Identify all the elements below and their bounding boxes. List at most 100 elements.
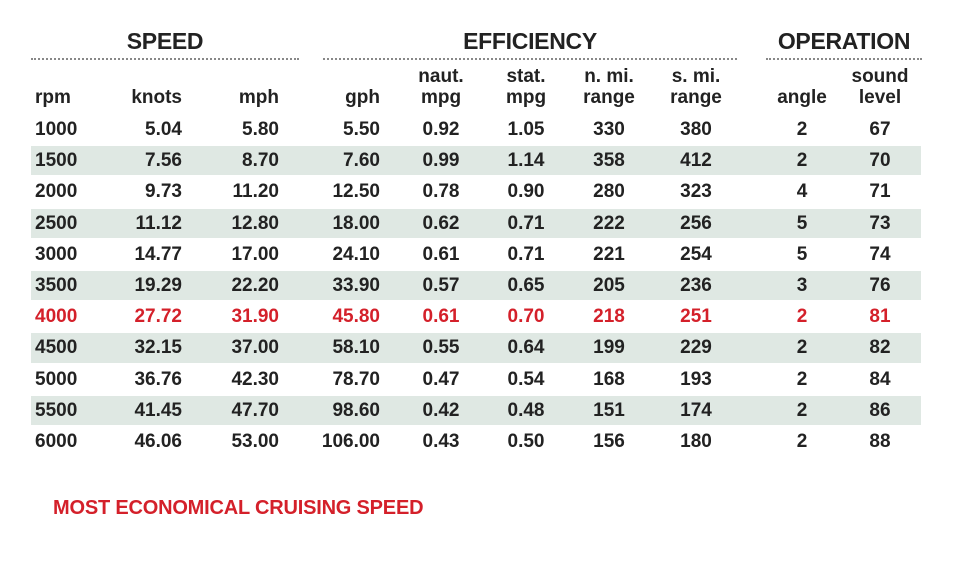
column-header-stat-mpg: stat. mpg [505,66,547,108]
table-row: 4000 27.72 31.90 45.80 0.61 0.70 218 251 2 81 [31,301,921,332]
data-table-body: 1000 5.04 5.80 5.50 0.92 1.05 330 380 2 67 1500 7.5… [31,114,921,457]
cell-s-mi-range: 193 [680,368,712,390]
cell-angle: 2 [796,368,808,390]
cell-s-mi-range: 256 [680,212,712,234]
group-title-efficiency: EFFICIENCY [323,28,737,60]
cell-mph: 5.80 [242,119,279,140]
cell-n-mi-range: 222 [593,212,625,234]
cell-mph: 22.20 [231,274,279,296]
cell-stat-mpg: 0.70 [507,306,545,328]
cell-mph: 37.00 [231,337,279,359]
cell-stat-mpg: 0.64 [507,337,545,359]
cell-rpm: 4500 [35,337,78,359]
cell-rpm: 2500 [35,212,78,234]
cell-sound-level: 88 [869,430,891,452]
cell-n-mi-range: 205 [593,274,625,296]
cell-knots: 7.56 [145,150,182,172]
cell-s-mi-range: 323 [680,181,712,203]
cell-knots: 46.06 [134,430,182,452]
cell-naut-mpg: 0.43 [422,430,460,452]
cell-mph: 42.30 [231,368,279,390]
cell-gph: 24.10 [332,243,380,265]
cell-stat-mpg: 0.71 [507,212,545,234]
cell-angle: 4 [796,181,808,203]
table-row: 2500 11.12 12.80 18.00 0.62 0.71 222 256 5 73 [31,208,921,239]
cell-angle: 2 [796,306,808,328]
cell-angle: 5 [796,212,808,234]
cell-s-mi-range: 254 [680,243,712,265]
cell-naut-mpg: 0.61 [422,243,460,265]
table-row: 6000 46.06 53.00 106.00 0.43 0.50 156 180 2 88 [31,426,921,457]
column-header-knots: knots [131,87,182,108]
column-header-gph: gph [345,87,380,108]
most-economical-note: MOST ECONOMICAL CRUISING SPEED [53,497,424,519]
cell-angle: 2 [796,119,808,140]
cell-gph: 78.70 [332,368,380,390]
column-header-row: rpm knots mph gph naut. mpg stat. mpg n.… [31,64,921,108]
cell-naut-mpg: 0.99 [422,150,460,172]
cell-s-mi-range: 229 [680,337,712,359]
column-header-naut-mpg: naut. mpg [418,66,464,108]
column-header-s-mi-range: s. mi. range [670,66,722,108]
cell-n-mi-range: 330 [593,119,625,140]
cell-n-mi-range: 358 [593,150,625,172]
cell-sound-level: 81 [869,306,891,328]
table-row: 2000 9.73 11.20 12.50 0.78 0.90 280 323 4 71 [31,176,921,207]
cell-s-mi-range: 251 [680,306,712,328]
cell-knots: 14.77 [134,243,182,265]
cell-knots: 32.15 [134,337,182,359]
column-header-mph: mph [238,87,279,108]
cell-rpm: 3500 [35,274,78,296]
cell-gph: 45.80 [332,306,380,328]
cell-stat-mpg: 0.48 [507,399,545,421]
cell-angle: 2 [796,150,808,172]
cell-gph: 5.50 [343,119,380,140]
table-row: 5500 41.45 47.70 98.60 0.42 0.48 151 174 2 86 [31,395,921,426]
cell-rpm: 1000 [35,119,78,140]
cell-knots: 36.76 [134,368,182,390]
cell-rpm: 5500 [35,399,78,421]
group-title-speed: SPEED [31,28,299,60]
cell-s-mi-range: 380 [680,119,712,140]
cell-sound-level: 74 [869,243,891,265]
cell-knots: 41.45 [134,399,182,421]
cell-naut-mpg: 0.55 [422,337,460,359]
cell-mph: 53.00 [231,430,279,452]
column-header-sound-level: sound level [851,66,909,108]
cell-naut-mpg: 0.92 [422,119,460,140]
cell-naut-mpg: 0.78 [422,181,460,203]
cell-mph: 11.20 [232,181,280,203]
cell-s-mi-range: 236 [680,274,712,296]
cell-stat-mpg: 0.50 [507,430,545,452]
cell-gph: 106.00 [321,430,380,452]
cell-rpm: 3000 [35,243,78,265]
table-row: 3000 14.77 17.00 24.10 0.61 0.71 221 254 5 74 [31,239,921,270]
cell-n-mi-range: 280 [593,181,625,203]
cell-stat-mpg: 1.14 [507,150,545,172]
cell-stat-mpg: 0.54 [507,368,545,390]
cell-angle: 2 [796,430,808,452]
cell-rpm: 6000 [35,430,78,452]
cell-s-mi-range: 174 [680,399,712,421]
cell-sound-level: 82 [869,337,891,359]
group-title-operation: OPERATION [766,28,922,60]
cell-angle: 3 [796,274,808,296]
cell-n-mi-range: 151 [593,399,625,421]
table-row: 4500 32.15 37.00 58.10 0.55 0.64 199 229 2 82 [31,332,921,363]
cell-n-mi-range: 168 [593,368,625,390]
cell-rpm: 1500 [35,150,78,172]
cell-stat-mpg: 0.71 [507,243,545,265]
cell-mph: 17.00 [231,243,279,265]
cell-gph: 18.00 [332,212,380,234]
cell-n-mi-range: 221 [593,243,625,265]
cell-rpm: 2000 [35,181,78,203]
cell-angle: 2 [796,399,808,421]
cell-rpm: 4000 [35,306,78,328]
cell-stat-mpg: 0.65 [507,274,545,296]
cell-naut-mpg: 0.47 [422,368,460,390]
cell-mph: 12.80 [231,212,279,234]
cell-angle: 5 [796,243,808,265]
cell-gph: 98.60 [332,399,380,421]
cell-sound-level: 84 [869,368,891,390]
cell-knots: 9.73 [145,181,182,203]
